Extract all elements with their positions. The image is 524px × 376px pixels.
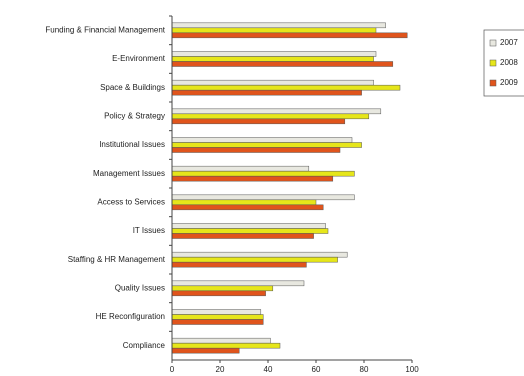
bar [171, 137, 353, 143]
legend-label: 2009 [500, 78, 518, 87]
y-tick-label: Management Issues [93, 169, 165, 178]
bar [171, 256, 338, 263]
bar [171, 223, 326, 229]
bar [171, 228, 329, 234]
x-tick-label: 20 [216, 365, 225, 374]
bar [171, 261, 307, 268]
bar [171, 251, 348, 258]
bar [171, 347, 240, 354]
bar [171, 51, 377, 57]
bar [171, 199, 317, 206]
bar [171, 61, 394, 67]
bar [171, 32, 408, 39]
bar [171, 170, 355, 177]
y-tick-label: Institutional Issues [99, 140, 165, 149]
legend-swatch [489, 59, 497, 67]
bar [171, 89, 362, 96]
y-tick-label: Compliance [123, 341, 166, 350]
x-tick-label: 100 [405, 365, 419, 374]
x-tick-label: 40 [264, 365, 273, 374]
y-tick-label: Policy & Strategy [104, 111, 165, 120]
bar [171, 319, 264, 325]
legend-swatch [489, 79, 497, 87]
bar [171, 113, 370, 120]
bar [171, 314, 264, 320]
legend-label: 2008 [500, 58, 518, 67]
bar [171, 337, 271, 344]
x-tick-label: 60 [312, 365, 321, 374]
bar [171, 108, 382, 115]
bar [171, 79, 374, 86]
bar [171, 309, 262, 315]
y-tick-label: Staffing & HR Management [68, 255, 166, 264]
bar [171, 147, 341, 153]
y-tick-label: E-Environment [112, 54, 166, 63]
legend-label: 2007 [500, 38, 518, 47]
bar [171, 142, 362, 148]
x-tick-label: 0 [170, 365, 175, 374]
y-tick-label: Funding & Financial Management [45, 25, 165, 34]
y-tick-label: IT Issues [133, 226, 165, 235]
bar [171, 342, 281, 349]
bar [171, 280, 305, 287]
bar [171, 204, 324, 211]
legend-swatch [489, 39, 497, 47]
bar [171, 290, 266, 297]
bar [171, 84, 401, 91]
y-tick-label: HE Reconfiguration [96, 312, 165, 321]
bar [171, 56, 374, 62]
bar [171, 22, 386, 29]
y-tick-label: Access to Services [97, 197, 165, 206]
bar [171, 165, 310, 172]
bar [171, 27, 377, 34]
bar [171, 233, 314, 239]
y-tick-label: Quality Issues [115, 283, 165, 292]
x-tick-label: 80 [360, 365, 369, 374]
bar [171, 118, 346, 125]
bar [171, 194, 355, 201]
bar [171, 285, 274, 292]
y-tick-label: Space & Buildings [100, 83, 165, 92]
bar [171, 175, 334, 182]
